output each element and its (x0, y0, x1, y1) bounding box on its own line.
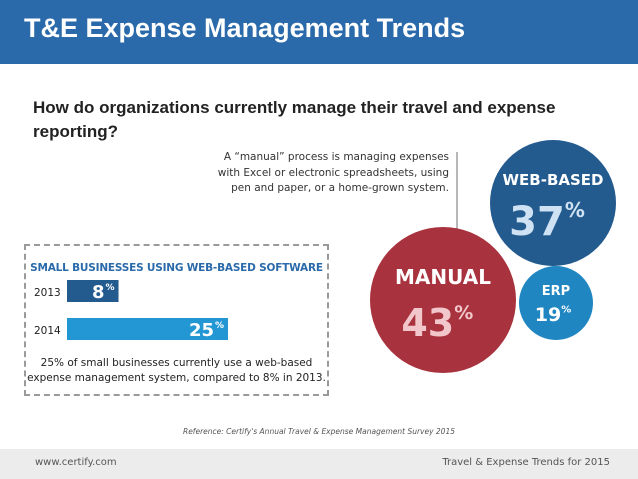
footer-deck-title: Travel & Expense Trends for 2015 (442, 457, 610, 468)
manual-label: MANUAL (395, 265, 491, 289)
bar-year-label-2014: 2014 (34, 325, 61, 337)
erp-bubble (519, 266, 593, 340)
erp-label: ERP (542, 284, 570, 299)
web-based-bubble (490, 140, 616, 266)
footer-website-link[interactable]: www.certify.com (35, 457, 117, 468)
bar-2014 (67, 318, 228, 340)
bar-value-unit-2013: % (105, 283, 114, 293)
survey-question: How do organizations currently manage th… (33, 98, 556, 141)
manual-bubble (370, 227, 516, 373)
bar-2013 (67, 280, 119, 302)
bar-value-unit-2014: % (215, 321, 224, 331)
annotation-line-1: A “manual” process is managing expenses (223, 151, 449, 163)
header-bar: T&E Expense Management Trends (0, 0, 638, 64)
annotation-line-3: pen and paper, or a home-grown system. (231, 182, 449, 194)
web-based-label: WEB-BASED (503, 171, 604, 189)
manual-annotation: A “manual” process is managing expenses … (205, 150, 449, 197)
page-title: T&E Expense Management Trends (24, 13, 466, 43)
reference-note: Reference: Certify's Annual Travel & Exp… (182, 427, 456, 436)
inset-caption-line-2: expense management system, compared to 8… (27, 372, 326, 384)
manual-value: 43% (401, 301, 473, 345)
bar-value-label-2014: 25 (189, 320, 214, 341)
web-based-value: 37% (509, 198, 585, 245)
bar-year-label-2013: 2013 (34, 287, 61, 299)
annotation-line-2: with Excel or electronic spreadsheets, u… (217, 166, 449, 179)
small-business-inset: SMALL BUSINESSES USING WEB-BASED SOFTWAR… (24, 244, 329, 396)
inset-caption-line-1: 25% of small businesses currently use a … (40, 357, 313, 369)
erp-value: 19% (535, 304, 571, 326)
bar-value-label-2013: 8 (92, 282, 105, 303)
inset-chart-title: SMALL BUSINESSES USING WEB-BASED SOFTWAR… (30, 262, 323, 274)
inset-caption: 25% of small businesses currently use a … (26, 356, 327, 386)
footer-bar: www.certify.com Travel & Expense Trends … (0, 449, 638, 479)
